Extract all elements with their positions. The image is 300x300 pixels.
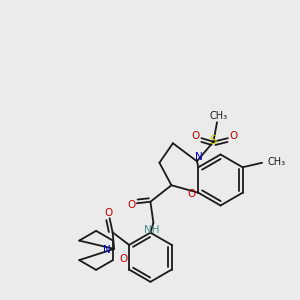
Text: N: N	[103, 245, 111, 255]
Text: O: O	[128, 200, 136, 210]
Text: O: O	[188, 189, 196, 199]
Text: CH₃: CH₃	[209, 111, 228, 121]
Text: CH₃: CH₃	[268, 157, 286, 167]
Text: O: O	[104, 208, 112, 218]
Text: O: O	[230, 131, 238, 141]
Text: O: O	[191, 131, 200, 141]
Text: S: S	[210, 134, 217, 147]
Text: N: N	[194, 152, 202, 162]
Text: O: O	[120, 254, 128, 265]
Text: NH: NH	[144, 225, 160, 235]
